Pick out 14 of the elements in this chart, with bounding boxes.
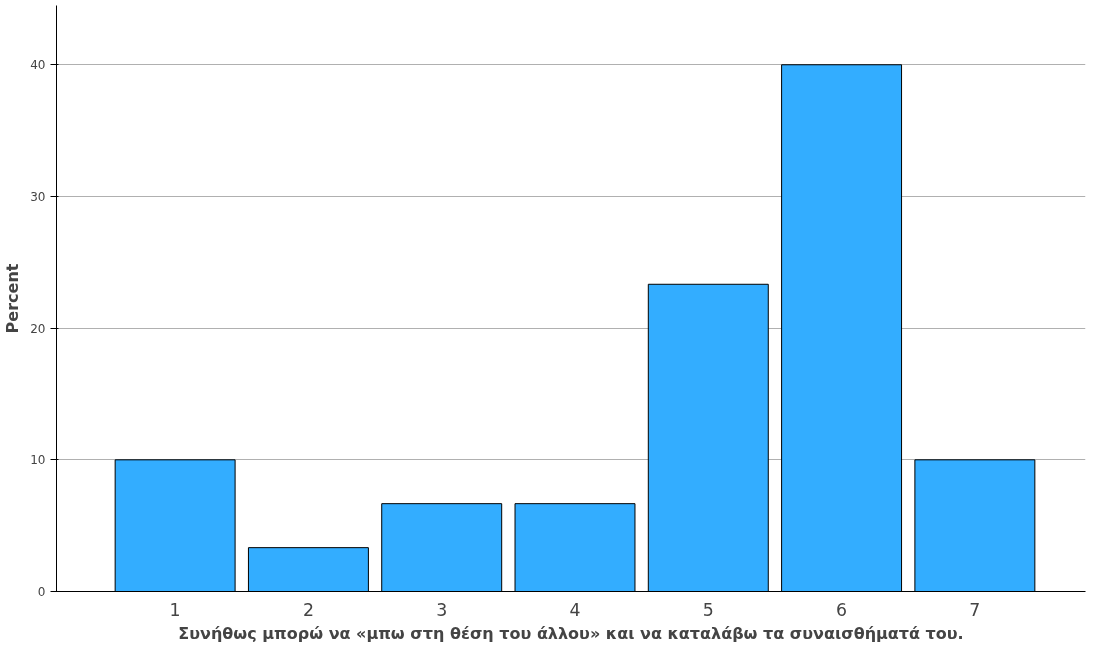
x-tick-label: 6 — [836, 599, 848, 620]
x-tick-label: 7 — [969, 599, 981, 620]
y-tick-label: 40 — [30, 58, 46, 73]
y-tick-label: 10 — [30, 453, 46, 468]
x-tick-label: 1 — [169, 599, 181, 620]
x-tick-label: 2 — [302, 599, 314, 620]
x-tick-label: 5 — [702, 599, 714, 620]
x-axis-title: Συνήθως μπορώ να «μπω στη θέση του άλλου» και να καταλάβω τα συναισθήματά του. — [178, 623, 964, 643]
x-tick-label: 3 — [436, 599, 448, 620]
y-axis-title: Percent — [3, 263, 23, 334]
x-tick-label: 4 — [569, 599, 581, 620]
y-tick-label: 0 — [37, 585, 46, 599]
y-tick-label: 20 — [30, 321, 46, 336]
y-tick-label: 30 — [30, 189, 46, 204]
